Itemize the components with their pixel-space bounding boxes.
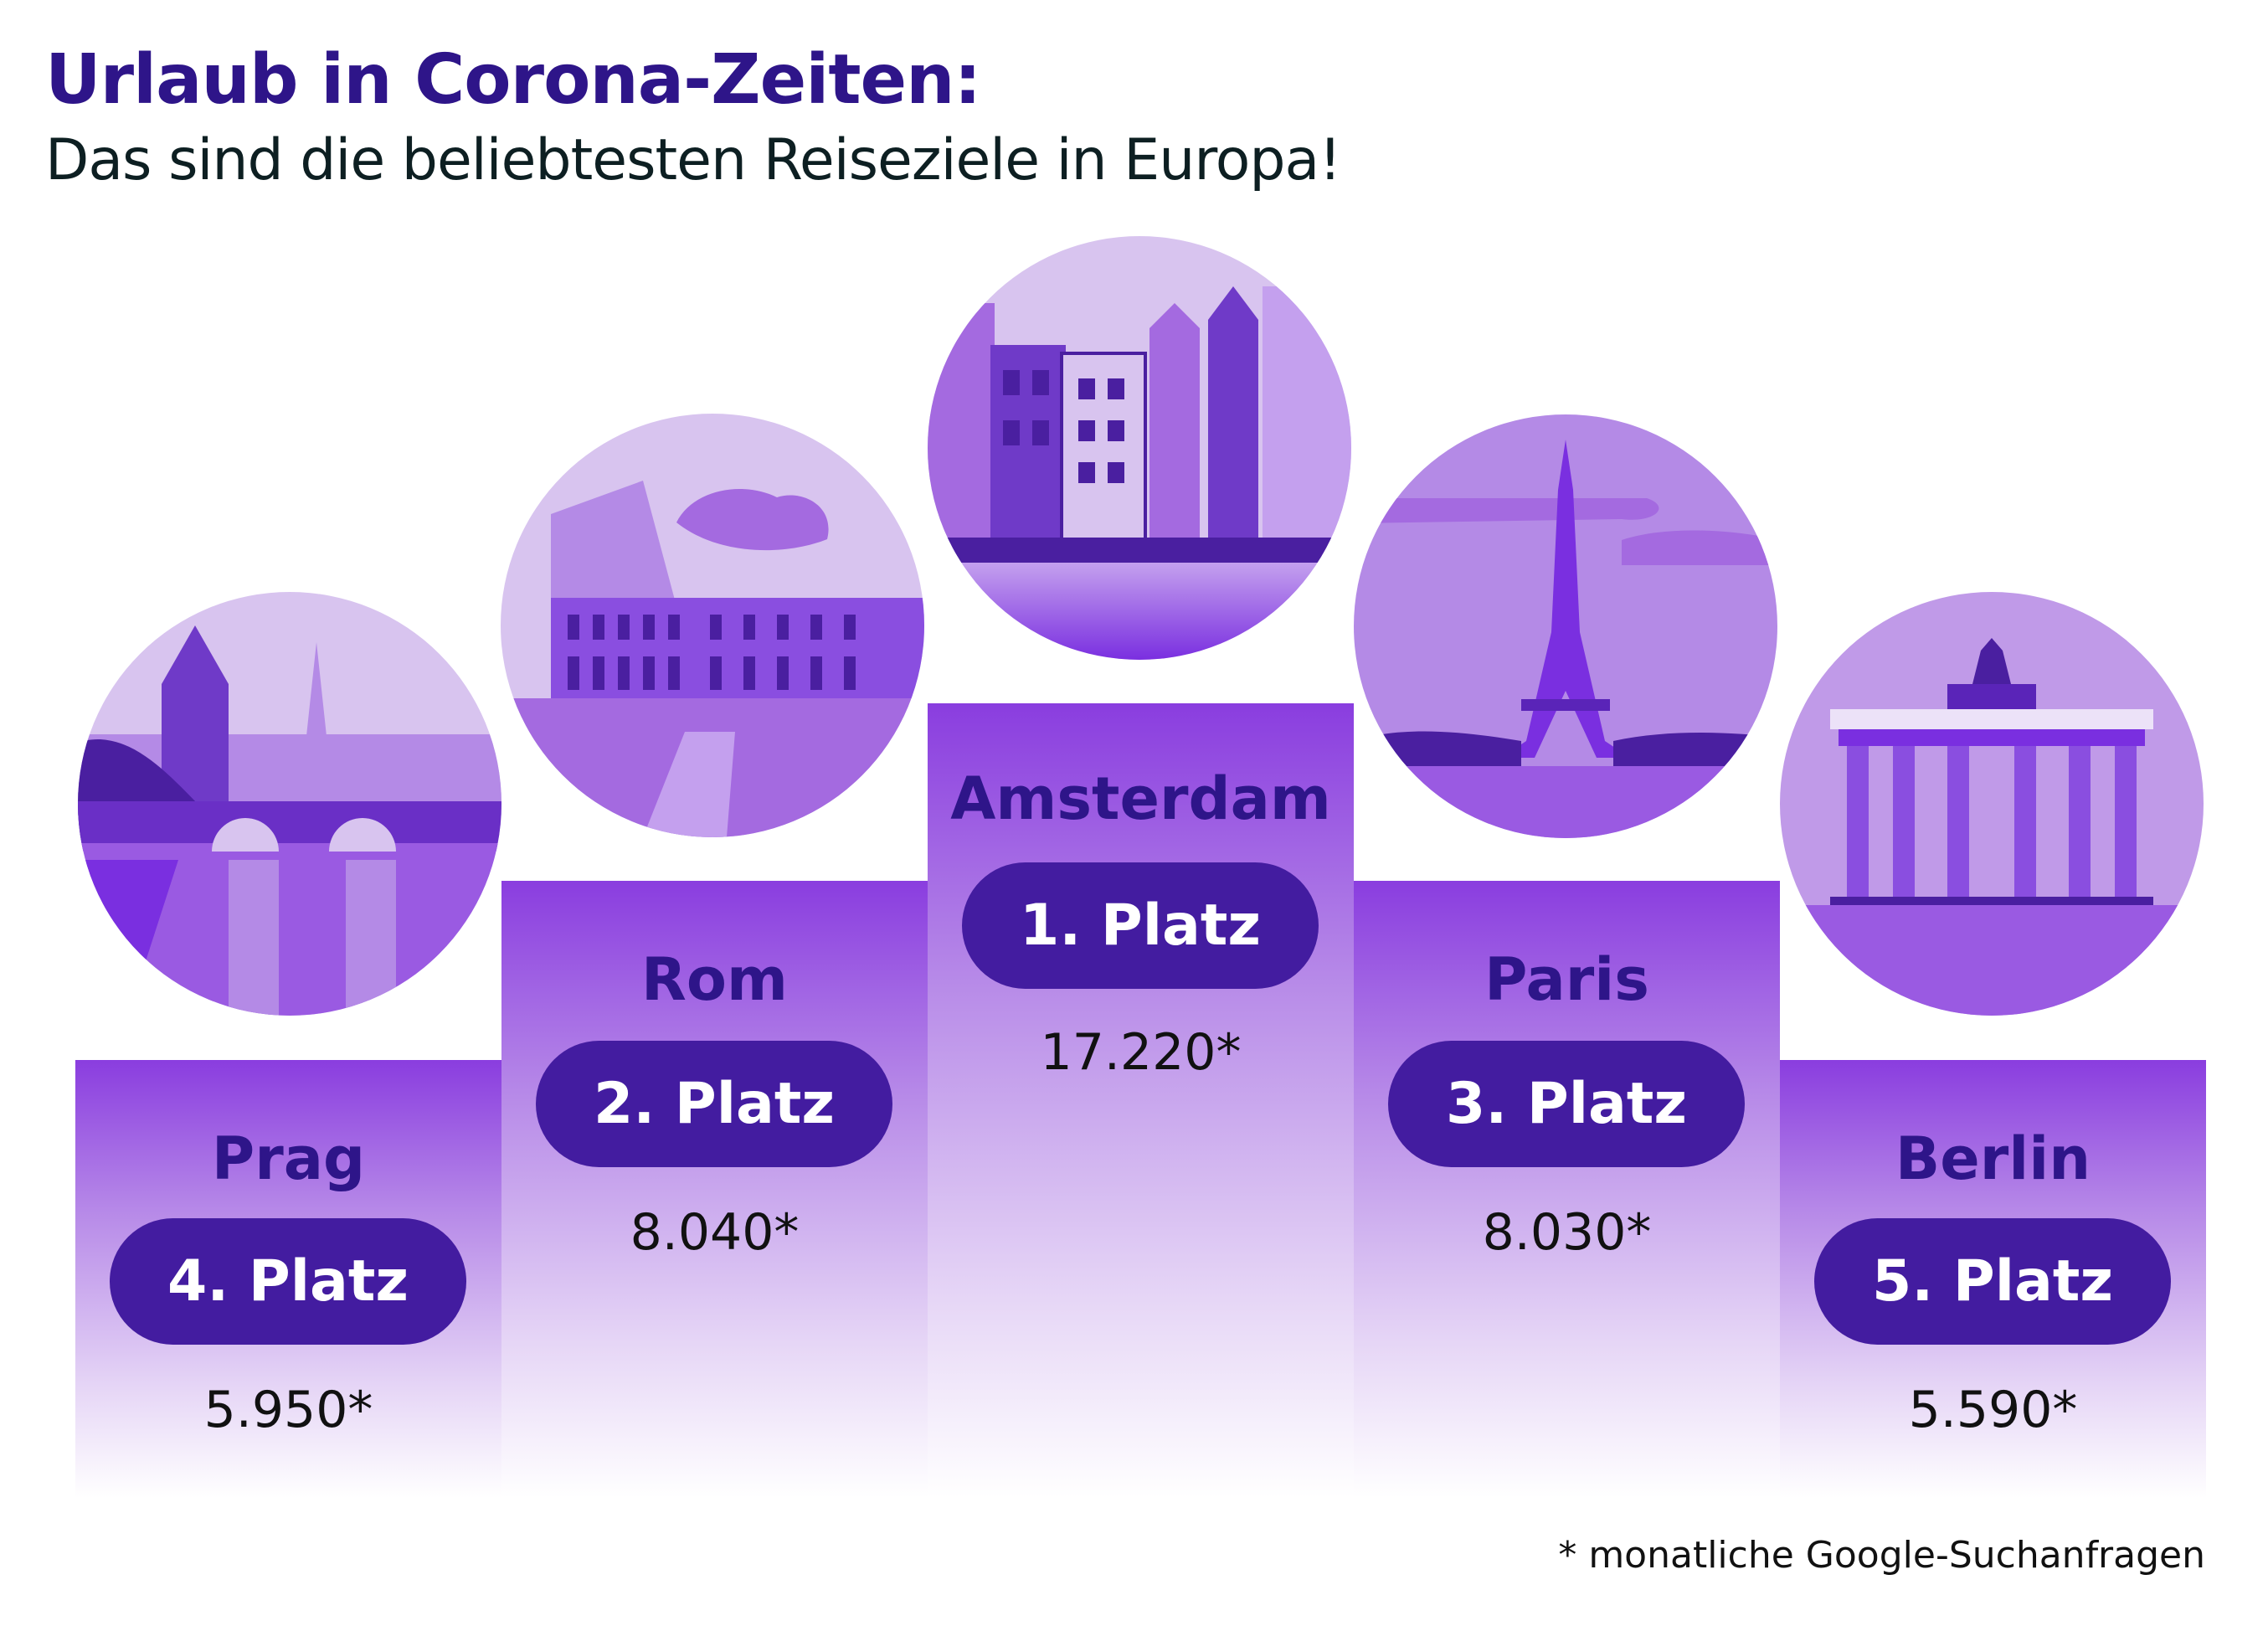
city-name: Paris — [1484, 945, 1649, 1014]
page-title: Urlaub in Corona-Zeiten: — [45, 40, 981, 120]
podium-column-berlin: Berlin 5. Platz 5.590* — [1780, 1060, 2206, 1498]
prague-charles-bridge-illustration — [78, 592, 501, 1016]
rome-colosseum-illustration — [501, 414, 924, 837]
city-name: Rom — [641, 945, 788, 1014]
berlin-brandenburg-gate-illustration — [1780, 592, 2204, 1016]
search-count: 8.040* — [630, 1203, 800, 1262]
podium-column-paris: Paris 3. Platz 8.030* — [1354, 881, 1780, 1498]
page-subtitle: Das sind die beliebtesten Reiseziele in … — [45, 127, 1341, 193]
search-count: 5.590* — [1908, 1381, 2078, 1439]
amsterdam-canal-houses-illustration — [928, 236, 1351, 660]
rank-badge: 5. Platz — [1814, 1218, 2171, 1345]
podium-column-rom: Rom 2. Platz 8.040* — [501, 881, 928, 1498]
paris-eiffel-tower-illustration — [1354, 414, 1777, 838]
footnote: * monatliche Google-Suchanfragen — [1558, 1534, 2205, 1577]
rank-badge: 1. Platz — [962, 862, 1319, 989]
city-name: Berlin — [1895, 1124, 2091, 1193]
city-name: Amsterdam — [950, 764, 1331, 833]
search-count: 17.220* — [1040, 1023, 1242, 1082]
rank-badge: 2. Platz — [536, 1041, 892, 1167]
search-count: 5.950* — [203, 1381, 373, 1439]
rank-badge: 3. Platz — [1388, 1041, 1745, 1167]
podium-column-prag: Prag 4. Platz 5.950* — [75, 1060, 501, 1498]
search-count: 8.030* — [1482, 1203, 1652, 1262]
rank-badge: 4. Platz — [110, 1218, 466, 1345]
city-name: Prag — [211, 1124, 366, 1193]
podium-column-amsterdam: Amsterdam 1. Platz 17.220* — [928, 703, 1354, 1498]
